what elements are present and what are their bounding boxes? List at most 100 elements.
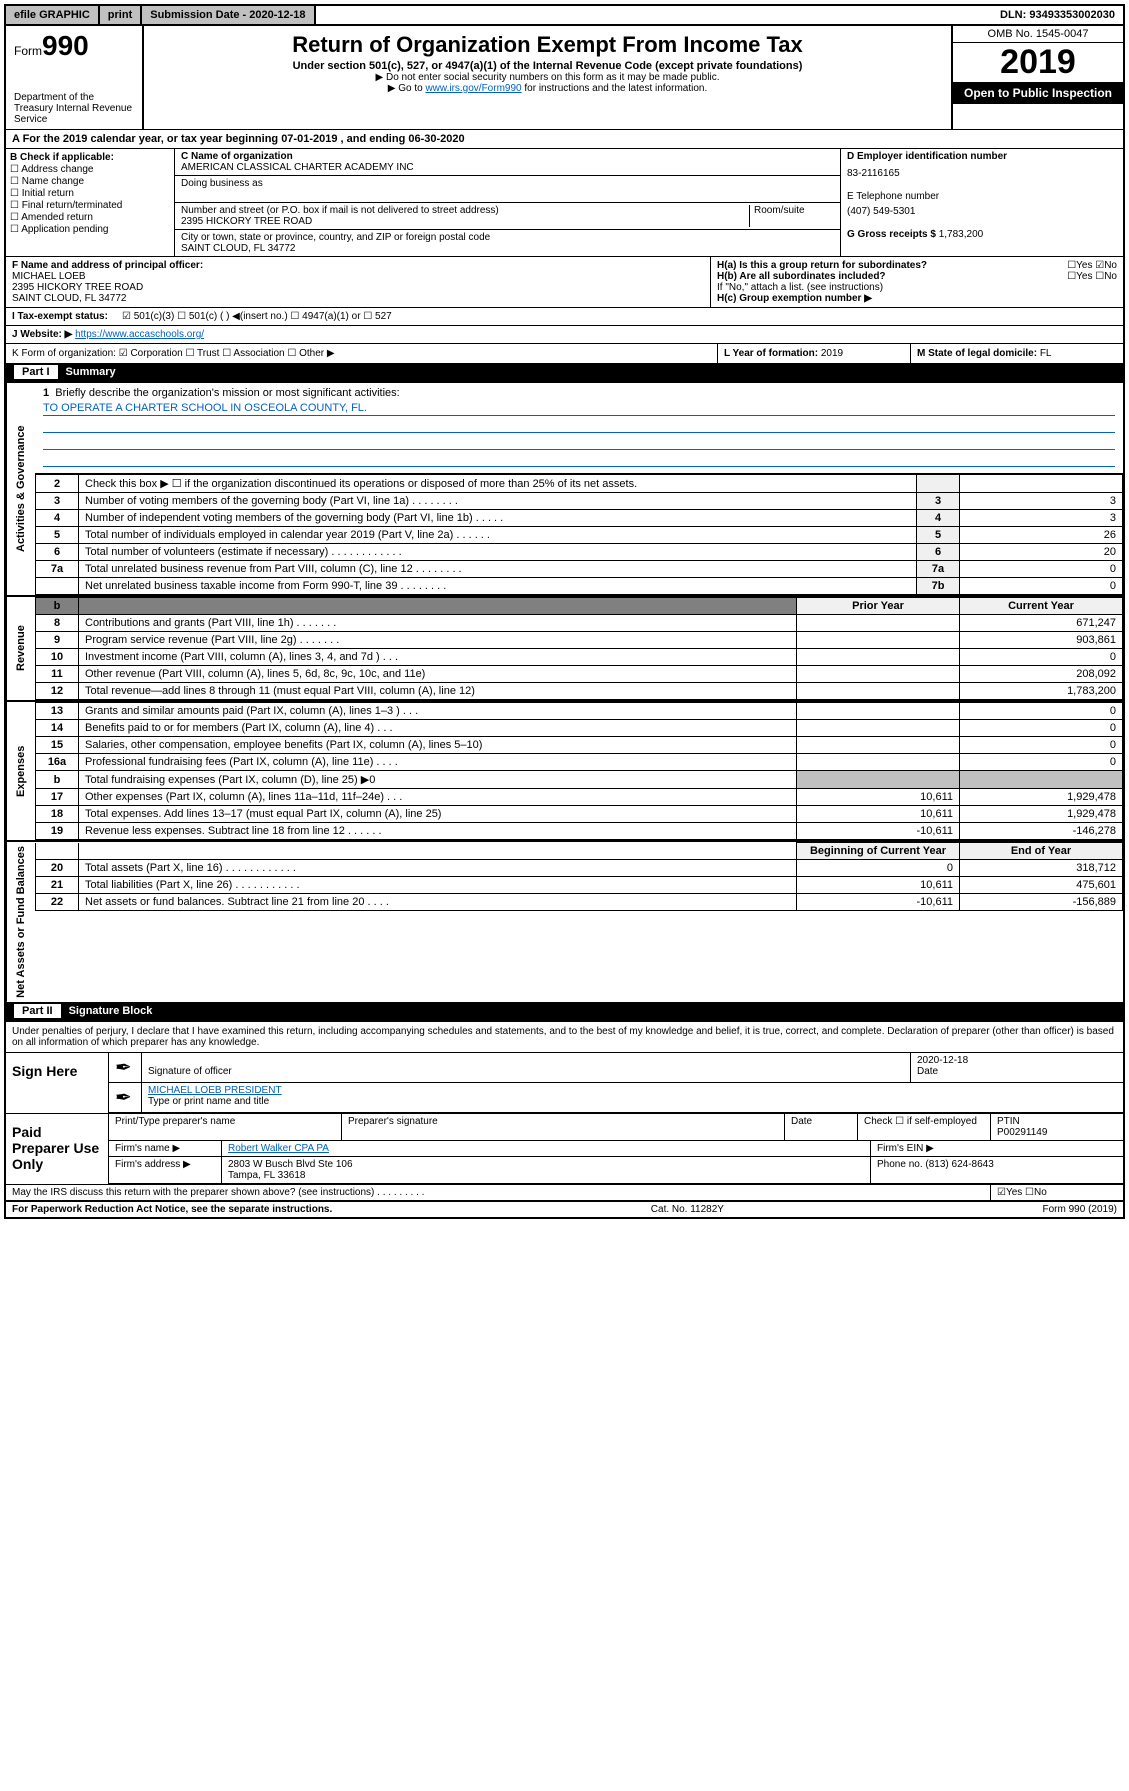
top-toolbar: efile GRAPHIC print Submission Date - 20… [4,4,1125,26]
ein-value: 83-2116165 [847,168,1117,179]
ha-answer[interactable]: ☐Yes ☑No [1067,260,1117,271]
efile-button[interactable]: efile GRAPHIC [6,6,100,24]
table-row: bTotal fundraising expenses (Part IX, co… [36,771,1123,789]
signature-section: Under penalties of perjury, I declare th… [6,1020,1123,1201]
title-cell: Return of Organization Exempt From Incom… [144,26,953,129]
table-row: 13Grants and similar amounts paid (Part … [36,703,1123,720]
sign-date: 2020-12-18Date [911,1053,1123,1082]
col-current: Current Year [960,598,1123,615]
vlabel-expenses: Expenses [6,702,35,840]
row-i: I Tax-exempt status: ☑ 501(c)(3) ☐ 501(c… [6,307,1123,325]
table-row: 14Benefits paid to or for members (Part … [36,720,1123,737]
c-name: C Name of organization AMERICAN CLASSICA… [175,149,840,176]
col-deg: D Employer identification number 83-2116… [841,149,1123,256]
form-title: Return of Organization Exempt From Incom… [152,32,943,58]
table-row: Net unrelated business taxable income fr… [36,578,1123,595]
form-number-cell: Form990 Department of the Treasury Inter… [6,26,144,129]
l-year: L Year of formation: 2019 [718,344,911,363]
officer-signature[interactable]: Signature of officer [142,1053,911,1082]
gross-receipts: G Gross receipts $ 1,783,200 [847,229,1117,240]
table-row: 21Total liabilities (Part X, line 26) . … [36,877,1123,894]
bottom-row: For Paperwork Reduction Act Notice, see … [6,1201,1123,1217]
form-number: 990 [42,30,89,61]
line1-mission: 1 Briefly describe the organization's mi… [35,383,1123,474]
part1-header: Part I Summary [6,363,1123,381]
h-block: H(a) Is this a group return for subordin… [711,257,1123,307]
sign-arrow-icon: ✒ [109,1053,142,1082]
form-word: Form [14,44,42,58]
room-suite: Room/suite [749,205,834,227]
table-row: 20Total assets (Part X, line 16) . . . .… [36,860,1123,877]
discuss-question: May the IRS discuss this return with the… [6,1185,991,1200]
col-boy: Beginning of Current Year [797,843,960,860]
form-ref: Form 990 (2019) [1043,1204,1117,1215]
chk-initial[interactable]: ☐ Initial return [10,188,170,199]
paid-preparer-label: Paid Preparer Use Only [6,1114,109,1184]
vlabel-governance: Activities & Governance [6,383,35,595]
table-row: 4Number of independent voting members of… [36,510,1123,527]
hb-answer[interactable]: ☐Yes ☐No [1067,271,1117,282]
m-state: M State of legal domicile: FL [911,344,1123,363]
paid-preparer-grid: Paid Preparer Use Only Print/Type prepar… [6,1113,1123,1184]
sign-here-label: Sign Here [6,1053,109,1113]
officer-name: MICHAEL LOEB [12,271,704,282]
table-row: 17Other expenses (Part IX, column (A), l… [36,789,1123,806]
open-public-badge: Open to Public Inspection [953,82,1123,104]
net-assets-table: Beginning of Current Year End of Year 20… [35,842,1123,911]
chk-name[interactable]: ☐ Name change [10,176,170,187]
revenue-block: Revenue b Prior Year Current Year 8Contr… [6,595,1123,700]
cat-no: Cat. No. 11282Y [651,1204,724,1215]
table-row: 8Contributions and grants (Part VIII, li… [36,615,1123,632]
net-assets-block: Net Assets or Fund Balances Beginning of… [6,840,1123,1002]
table-row: 16aProfessional fundraising fees (Part I… [36,754,1123,771]
irs-link[interactable]: www.irs.gov/Form990 [425,83,521,94]
revenue-table: b Prior Year Current Year 8Contributions… [35,597,1123,700]
vlabel-revenue: Revenue [6,597,35,700]
c-addr: Number and street (or P.O. box if mail i… [175,203,840,230]
chk-address[interactable]: ☐ Address change [10,164,170,175]
expenses-block: Expenses 13Grants and similar amounts pa… [6,700,1123,840]
governance-table: 2Check this box ▶ ☐ if the organization … [35,474,1123,595]
dln-label: DLN: 93493353002030 [992,6,1123,24]
preparer-signature[interactable]: Preparer's signature [342,1114,785,1140]
col-c: C Name of organization AMERICAN CLASSICA… [175,149,841,256]
org-city: SAINT CLOUD, FL 34772 [181,243,296,254]
org-website-link[interactable]: https://www.accaschools.org/ [75,329,204,340]
chk-final[interactable]: ☐ Final return/terminated [10,200,170,211]
tax-exempt-status[interactable]: ☑ 501(c)(3) ☐ 501(c) ( ) ◀(insert no.) ☐… [122,311,392,322]
form-990: Form990 Department of the Treasury Inter… [4,26,1125,1219]
pra-notice: For Paperwork Reduction Act Notice, see … [12,1204,332,1215]
table-row: 11Other revenue (Part VIII, column (A), … [36,666,1123,683]
phone-value: (407) 549-5301 [847,206,1117,217]
col-eoy: End of Year [960,843,1123,860]
row-fh: F Name and address of principal officer:… [6,256,1123,307]
col-prior: Prior Year [797,598,960,615]
right-header-cell: OMB No. 1545-0047 2019 Open to Public In… [953,26,1123,129]
table-row: 10Investment income (Part VIII, column (… [36,649,1123,666]
chk-pending[interactable]: ☐ Application pending [10,224,170,235]
section-bcd: B Check if applicable: ☐ Address change … [6,148,1123,256]
preparer-name: Print/Type preparer's name [109,1114,342,1140]
note-website: ▶ Go to www.irs.gov/Form990 for instruct… [152,83,943,94]
hc-label: H(c) Group exemption number ▶ [717,293,1117,304]
chk-amended[interactable]: ☐ Amended return [10,212,170,223]
vlabel-net: Net Assets or Fund Balances [6,842,35,1002]
k-form-org[interactable]: K Form of organization: ☑ Corporation ☐ … [6,344,718,363]
col-b: B Check if applicable: ☐ Address change … [6,149,175,256]
phone-label: E Telephone number [847,191,1117,202]
firm-name-link[interactable]: Robert Walker CPA PA [222,1141,871,1156]
org-name: AMERICAN CLASSICAL CHARTER ACADEMY INC [181,162,414,173]
discuss-answer[interactable]: ☑Yes ☐No [991,1185,1123,1200]
print-button[interactable]: print [100,6,142,24]
submission-date: Submission Date - 2020-12-18 [142,6,315,24]
expenses-table: 13Grants and similar amounts paid (Part … [35,702,1123,840]
table-row: 15Salaries, other compensation, employee… [36,737,1123,754]
prep-date: Date [785,1114,858,1140]
table-row: 2Check this box ▶ ☐ if the organization … [36,475,1123,493]
b-label: B Check if applicable: [10,152,170,163]
self-employed-check[interactable]: Check ☐ if self-employed [858,1114,991,1140]
part2-header: Part II Signature Block [6,1002,1123,1020]
table-row: 12Total revenue—add lines 8 through 11 (… [36,683,1123,700]
table-row: 18Total expenses. Add lines 13–17 (must … [36,806,1123,823]
row-klm: K Form of organization: ☑ Corporation ☐ … [6,343,1123,363]
